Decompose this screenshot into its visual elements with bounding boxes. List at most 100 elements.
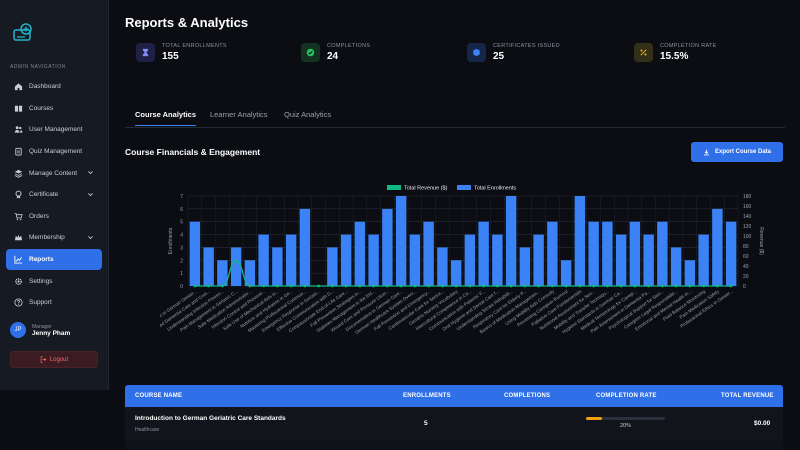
- sidebar-item-quiz-management[interactable]: Quiz Management: [6, 141, 102, 163]
- legend-label: Total Revenue ($): [404, 186, 448, 192]
- col-completion-rate[interactable]: COMPLETION RATE: [596, 393, 657, 399]
- badge-icon: [467, 43, 486, 62]
- chart-bar: [492, 234, 503, 286]
- sidebar-item-settings[interactable]: Settings: [6, 270, 102, 292]
- chart-bar: [423, 221, 434, 286]
- revenue-point: [647, 284, 651, 288]
- chart-icon: [14, 255, 23, 264]
- revenue-point: [234, 259, 238, 263]
- sidebar-item-label: Manage Content: [29, 169, 78, 177]
- sidebar-item-manage-content[interactable]: Manage Content: [6, 162, 102, 184]
- nav-heading: ADMIN NAVIGATION: [10, 64, 66, 70]
- sidebar-nav: Dashboard Courses User Management Quiz Mana…: [6, 76, 102, 314]
- revenue-point: [633, 284, 637, 288]
- chart-bar: [395, 196, 407, 286]
- avatar: JP: [10, 322, 26, 338]
- y-right-tick-label: 0: [743, 284, 746, 290]
- sidebar-item-membership[interactable]: Membership: [6, 227, 102, 249]
- chart-bar: [409, 234, 421, 286]
- book-icon: [14, 104, 23, 113]
- y-right-tick-label: 80: [743, 244, 749, 250]
- stat-label: TOTAL ENROLLMENTS: [162, 43, 227, 49]
- sidebar-item-user-management[interactable]: User Management: [6, 119, 102, 141]
- chart-bar: [203, 247, 214, 286]
- revenue-point: [193, 284, 197, 288]
- revenue-point: [289, 284, 293, 288]
- certificate-icon: [14, 190, 23, 199]
- chart-bar: [533, 234, 544, 286]
- sidebar-item-reports[interactable]: Reports: [6, 248, 102, 271]
- sidebar-item-label: Support: [29, 299, 52, 307]
- chart-bar: [272, 247, 283, 286]
- sidebar-item-courses[interactable]: Courses: [6, 98, 102, 120]
- chart-bar: [615, 234, 627, 286]
- col-completions[interactable]: COMPLETIONS: [504, 393, 551, 399]
- revenue-point: [702, 284, 706, 288]
- chevron-down-icon[interactable]: [87, 169, 94, 176]
- export-course-data-button[interactable]: Export Course Data: [691, 142, 783, 162]
- percent-icon: [634, 43, 653, 62]
- tab-quiz-analytics[interactable]: Quiz Analytics: [284, 110, 332, 119]
- section-title: Course Financials & Engagement: [125, 147, 261, 157]
- revenue-point: [385, 284, 389, 288]
- tab-course-analytics[interactable]: Course Analytics: [135, 110, 196, 126]
- y-left-tick-label: 4: [180, 233, 183, 239]
- layers-icon: [14, 169, 23, 178]
- stat-card-total-enrollments: TOTAL ENROLLMENTS 155: [136, 43, 227, 62]
- table-header: COURSE NAME ENROLLMENTS COMPLETIONS COMP…: [125, 385, 783, 407]
- course-name: Introduction to German Geriatric Care St…: [135, 415, 286, 422]
- revenue-point: [207, 284, 211, 288]
- revenue-point: [523, 284, 527, 288]
- y-right-tick-label: 40: [743, 264, 749, 270]
- revenue-point: [399, 284, 403, 288]
- revenue-point: [358, 284, 362, 288]
- chart-bar: [217, 260, 228, 286]
- revenue-point: [275, 284, 279, 288]
- chart-bar: [725, 221, 737, 286]
- y-right-axis-label: Revenue ($): [758, 227, 764, 255]
- enrollments-value: 5: [424, 420, 428, 427]
- sidebar-item-certificate[interactable]: Certificate: [6, 184, 102, 206]
- y-right-tick-label: 20: [743, 274, 749, 280]
- legend-label: Total Enrollments: [474, 186, 516, 192]
- user-profile[interactable]: JP Manager Jenny Pham: [10, 322, 70, 338]
- col-total-revenue[interactable]: TOTAL REVENUE: [721, 393, 774, 399]
- user-name: Jenny Pham: [32, 329, 71, 337]
- chart-bar: [437, 247, 448, 286]
- revenue-point: [509, 284, 513, 288]
- sidebar-item-support[interactable]: Support: [6, 292, 102, 314]
- col-course-name[interactable]: COURSE NAME: [135, 393, 183, 399]
- revenue-point: [330, 284, 334, 288]
- revenue-point: [660, 284, 664, 288]
- table-row[interactable]: Introduction to German Geriatric Care St…: [125, 407, 783, 441]
- col-enrollments[interactable]: ENROLLMENTS: [403, 393, 451, 399]
- sidebar-item-label: Quiz Management: [29, 148, 83, 156]
- revenue-point: [413, 284, 417, 288]
- tab-learner-analytics[interactable]: Learner Analytics: [210, 110, 268, 119]
- chevron-down-icon[interactable]: [87, 191, 94, 198]
- sidebar-item-orders[interactable]: Orders: [6, 206, 102, 228]
- chart-bar: [712, 208, 723, 286]
- tab-bar: Course Analytics Learner Analytics Quiz …: [125, 104, 785, 128]
- y-left-tick-label: 2: [180, 258, 183, 264]
- chart-bar: [230, 247, 242, 286]
- table-row-next: [125, 441, 783, 450]
- sidebar-item-dashboard[interactable]: Dashboard: [6, 76, 102, 98]
- revenue-point: [715, 284, 719, 288]
- chart-bar: [327, 247, 338, 286]
- chevron-down-icon[interactable]: [87, 234, 94, 241]
- y-left-tick-label: 5: [180, 220, 183, 226]
- chart-bar: [684, 260, 696, 286]
- revenue-point: [564, 284, 568, 288]
- y-right-tick-label: 100: [743, 234, 752, 240]
- revenue-point: [605, 284, 609, 288]
- sidebar-item-label: Courses: [29, 104, 54, 112]
- progress-fill: [586, 417, 602, 420]
- course-category: Healthcare: [135, 427, 160, 433]
- y-left-tick-label: 6: [180, 207, 183, 213]
- logout-button[interactable]: Logout: [10, 351, 98, 368]
- app-logo-icon[interactable]: [12, 22, 34, 44]
- stat-card-certificates-issued: CERTIFICATES ISSUED 25: [467, 43, 560, 62]
- revenue-point: [468, 284, 472, 288]
- revenue-point: [619, 284, 623, 288]
